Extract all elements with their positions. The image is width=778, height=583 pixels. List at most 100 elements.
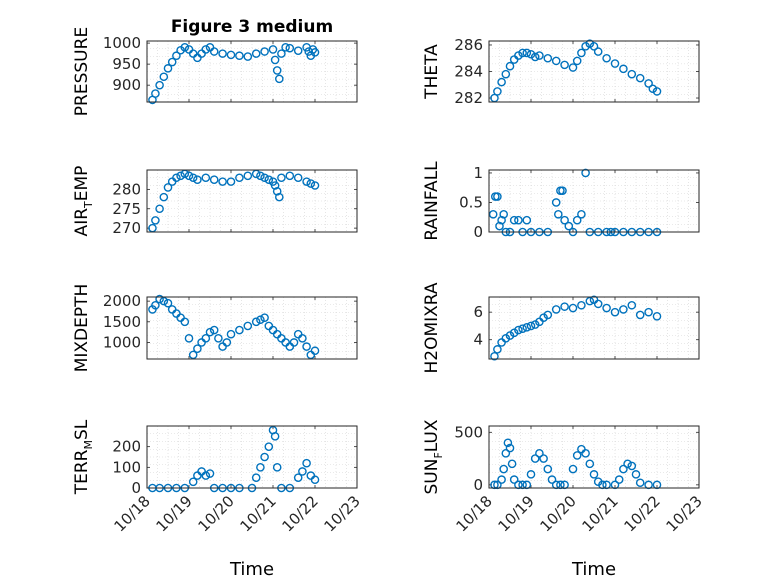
data-point bbox=[551, 56, 561, 66]
data-point bbox=[270, 55, 280, 65]
data-point bbox=[180, 317, 190, 327]
data-point bbox=[209, 47, 219, 56]
data-point bbox=[585, 296, 595, 306]
x-tick-label: 10/20 bbox=[537, 492, 580, 535]
data-point bbox=[514, 51, 523, 60]
data-point bbox=[302, 177, 311, 186]
data-point bbox=[310, 475, 320, 485]
data-point bbox=[572, 56, 582, 66]
y-label-part: EMP bbox=[72, 166, 92, 202]
y-tick-label: 950 bbox=[112, 55, 141, 73]
data-point bbox=[184, 171, 194, 181]
data-point bbox=[627, 300, 637, 310]
data-point bbox=[560, 302, 569, 311]
y-tick-label: 0.5 bbox=[459, 193, 483, 211]
y-label-subscript: F bbox=[432, 452, 445, 458]
data-point bbox=[205, 327, 215, 337]
data-point bbox=[270, 432, 280, 441]
y-label-part: TERR bbox=[72, 449, 92, 495]
data-point bbox=[243, 321, 253, 331]
data-point bbox=[306, 179, 316, 188]
data-point bbox=[159, 296, 169, 306]
data-point bbox=[256, 463, 265, 472]
x-tick-label: 10/22 bbox=[621, 492, 664, 535]
y-axis-label: THETA bbox=[422, 44, 442, 100]
axes-box bbox=[146, 425, 358, 489]
data-point bbox=[235, 173, 244, 183]
data-point bbox=[201, 334, 211, 343]
data-point bbox=[543, 310, 553, 320]
y-tick-label: 4 bbox=[473, 331, 483, 349]
data-point bbox=[652, 311, 662, 321]
x-axis-label-left: Time bbox=[229, 559, 274, 580]
data-point bbox=[264, 442, 274, 451]
data-point bbox=[155, 80, 164, 90]
data-point bbox=[530, 454, 540, 463]
data-point bbox=[167, 57, 177, 67]
data-point bbox=[507, 459, 517, 469]
data-point bbox=[218, 49, 227, 58]
data-point bbox=[163, 298, 173, 308]
y-axis-label: AIRTEMP bbox=[72, 166, 95, 237]
data-point bbox=[260, 173, 269, 183]
data-point bbox=[235, 325, 244, 335]
data-point bbox=[260, 47, 269, 56]
data-point bbox=[503, 438, 513, 448]
data-point bbox=[577, 300, 586, 310]
axes-box bbox=[488, 40, 700, 103]
y-tick-label: 1 bbox=[473, 164, 483, 182]
data-point bbox=[188, 173, 198, 183]
data-point bbox=[635, 310, 645, 320]
data-point bbox=[176, 171, 185, 181]
data-point bbox=[589, 42, 599, 51]
data-point bbox=[627, 69, 637, 79]
data-point bbox=[581, 42, 590, 51]
y-tick-label: 282 bbox=[454, 89, 483, 107]
subplot-theta: 282 284 286 THETA bbox=[422, 36, 700, 107]
data-point bbox=[272, 187, 282, 196]
data-point bbox=[518, 48, 527, 58]
series-mixdepth bbox=[148, 294, 320, 360]
data-point bbox=[551, 198, 561, 207]
data-point bbox=[293, 46, 303, 55]
data-point bbox=[151, 300, 160, 310]
data-point bbox=[581, 168, 590, 178]
data-point bbox=[493, 345, 502, 354]
y-tick-label: 270 bbox=[112, 219, 141, 237]
subplot-mixdepth: 1000 1500 2000 MIXDEPTH bbox=[72, 284, 358, 372]
data-point bbox=[572, 451, 582, 460]
data-point bbox=[256, 171, 265, 181]
axes-box bbox=[488, 296, 700, 360]
data-point bbox=[270, 181, 280, 190]
data-point bbox=[644, 79, 653, 88]
data-point bbox=[501, 449, 511, 458]
data-point bbox=[188, 477, 198, 487]
data-point bbox=[526, 470, 536, 479]
data-point bbox=[568, 63, 578, 72]
data-point bbox=[155, 294, 164, 304]
data-point bbox=[201, 45, 211, 54]
y-tick-label: 100 bbox=[112, 458, 141, 476]
data-point bbox=[163, 64, 173, 73]
data-point bbox=[648, 84, 658, 94]
data-point bbox=[610, 59, 620, 68]
data-point bbox=[514, 215, 523, 225]
data-point bbox=[589, 470, 599, 479]
data-point bbox=[277, 173, 286, 183]
data-point bbox=[623, 459, 632, 469]
subplot-h2omixra: 4 6 H2OMIXRA bbox=[422, 282, 700, 374]
y-label-part: LUX bbox=[422, 419, 442, 452]
data-point bbox=[298, 334, 307, 343]
data-point bbox=[551, 305, 561, 314]
data-point bbox=[493, 87, 502, 96]
data-point bbox=[184, 334, 194, 343]
data-point bbox=[577, 209, 586, 219]
data-point bbox=[560, 60, 569, 70]
data-point bbox=[226, 329, 236, 339]
x-tick-label: 10/23 bbox=[663, 492, 706, 535]
data-point bbox=[310, 48, 320, 57]
data-point bbox=[509, 475, 519, 484]
data-point bbox=[505, 61, 515, 71]
